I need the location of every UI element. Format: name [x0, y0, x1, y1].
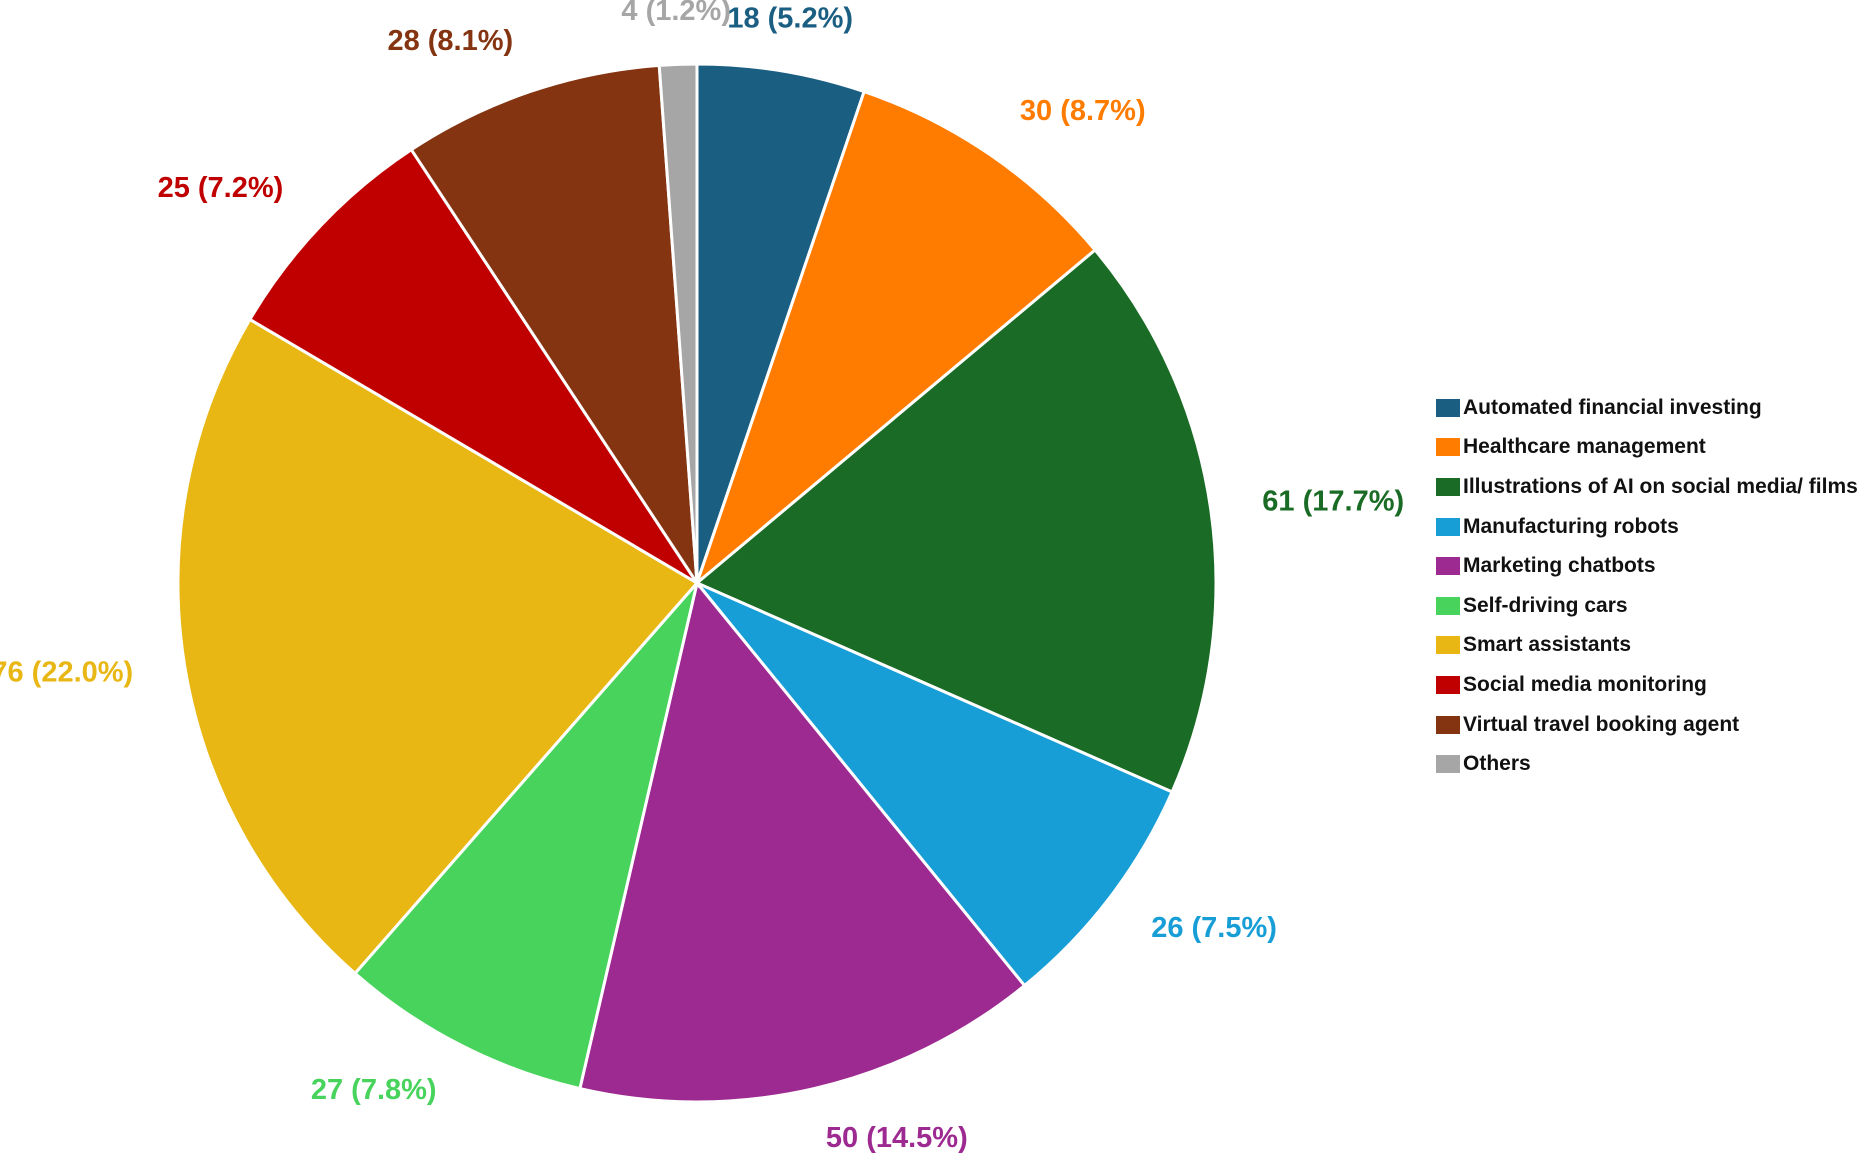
legend-label: Marketing chatbots	[1463, 554, 1656, 578]
pie-slice-3	[695, 581, 1175, 988]
data-label-4: 50 (14.5%)	[826, 1122, 968, 1154]
legend-label: Social media monitoring	[1463, 672, 1707, 696]
legend-item: Illustrations of AI on social media/ fil…	[1436, 467, 1866, 507]
legend-item: Others	[1436, 744, 1866, 784]
pie-slice-9	[657, 62, 699, 584]
data-label-5: 27 (7.8%)	[311, 1074, 437, 1106]
legend-item: Marketing chatbots	[1436, 546, 1866, 586]
pie-slice-4	[578, 579, 1027, 1104]
legend-swatch	[1436, 477, 1460, 496]
legend-label: Others	[1463, 752, 1531, 776]
pie-slice-1	[693, 89, 1098, 588]
legend-label: Automated financial investing	[1463, 395, 1762, 419]
legend-swatch	[1436, 517, 1460, 536]
legend-swatch	[1436, 636, 1460, 655]
pie-slice-6	[176, 317, 700, 976]
pie-slice-2	[694, 247, 1218, 794]
data-label-3: 26 (7.5%)	[1151, 912, 1277, 944]
data-label-6: 76 (22.0%)	[0, 656, 133, 688]
legend-label: Virtual travel booking agent	[1463, 712, 1740, 736]
pie-slices	[176, 62, 1218, 1104]
legend-item: Self-driving cars	[1436, 586, 1866, 626]
pie-slice-5	[352, 582, 699, 1091]
legend-label: Smart assistants	[1463, 633, 1632, 657]
data-label-9: 4 (1.2%)	[621, 0, 731, 27]
legend-item: Virtual travel booking agent	[1436, 705, 1866, 745]
legend-swatch	[1436, 715, 1460, 734]
legend-swatch	[1436, 438, 1460, 457]
pie-slice-0	[695, 62, 867, 584]
legend-item: Smart assistants	[1436, 626, 1866, 666]
pie-slice-8	[409, 63, 699, 589]
pie-slice-7	[247, 147, 699, 585]
legend-swatch	[1436, 398, 1460, 417]
legend-label: Illustrations of AI on social media/ fil…	[1463, 474, 1858, 498]
legend-label: Self-driving cars	[1463, 593, 1628, 617]
legend-swatch	[1436, 596, 1460, 615]
data-label-2: 61 (17.7%)	[1262, 485, 1404, 517]
legend-item: Automated financial investing	[1436, 388, 1866, 428]
legend-item: Social media monitoring	[1436, 665, 1866, 705]
legend-swatch	[1436, 557, 1460, 576]
data-label-0: 18 (5.2%)	[727, 2, 853, 34]
legend-item: Healthcare management	[1436, 428, 1866, 468]
legend-label: Healthcare management	[1463, 435, 1706, 459]
legend-label: Manufacturing robots	[1463, 514, 1679, 538]
legend-item: Manufacturing robots	[1436, 507, 1866, 547]
legend-swatch	[1436, 675, 1460, 694]
data-label-1: 30 (8.7%)	[1020, 95, 1146, 127]
pie-data-labels: 18 (5.2%) 30 (8.7%) 61 (17.7%) 26 (7.5%) 50 …	[0, 0, 1404, 1154]
legend-swatch	[1436, 755, 1460, 774]
data-label-7: 25 (7.2%)	[158, 172, 284, 204]
chart-legend: Automated financial investing Healthcare …	[1436, 388, 1866, 784]
data-label-8: 28 (8.1%)	[387, 25, 513, 57]
